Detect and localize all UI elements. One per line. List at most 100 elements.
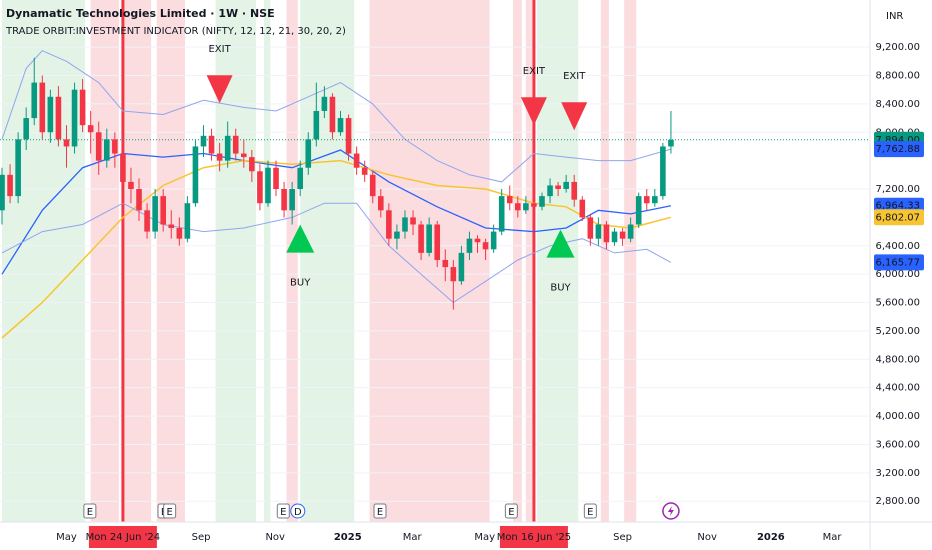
price-label: 6,165.77: [875, 257, 920, 268]
price-label: 6,964.33: [875, 201, 920, 212]
candle: [587, 213, 594, 246]
candle: [265, 160, 271, 207]
price-label: 7,762.88: [875, 144, 920, 155]
candle: [523, 196, 529, 214]
candle: [160, 189, 167, 232]
x-tick-label: May: [56, 532, 77, 543]
x-tick-label: 2026: [757, 532, 785, 543]
plot: EXITEXITEXITBUYBUYEEEEDEEE: [0, 0, 870, 522]
candle: [635, 192, 642, 229]
candle: [361, 160, 368, 182]
candle-body: [200, 135, 207, 147]
x-tick-label: 2025: [334, 532, 362, 543]
x-tick-label: Nov: [265, 532, 285, 543]
y-tick-label: 4,800.00: [875, 354, 920, 365]
candle: [402, 210, 408, 239]
candle-body: [482, 242, 489, 250]
candle-body: [345, 118, 352, 154]
candle-body: [103, 139, 110, 161]
y-tick-label: 5,600.00: [875, 298, 920, 309]
candle-body: [297, 167, 304, 190]
candle: [482, 238, 489, 260]
candle: [611, 228, 618, 246]
candle-body: [87, 125, 94, 133]
candle: [466, 231, 473, 260]
candle: [39, 75, 46, 140]
bolt: [667, 506, 674, 516]
x-tick-label: Sep: [192, 532, 211, 543]
signal-label: EXIT: [523, 66, 546, 77]
candle: [87, 110, 94, 154]
candle: [216, 142, 223, 172]
candle-body: [531, 203, 537, 207]
signal-label: BUY: [290, 278, 311, 289]
candle: [224, 121, 231, 168]
candle-body: [660, 146, 666, 197]
candle: [23, 107, 29, 150]
candle: [506, 185, 513, 211]
event-icon: [276, 503, 290, 519]
candle: [603, 220, 610, 250]
signal-band: [600, 0, 609, 522]
candle-body: [329, 96, 336, 133]
x-tick-label: Mon 16 Jun '25: [497, 532, 571, 543]
candle-body: [224, 135, 231, 161]
candle-body: [643, 196, 650, 204]
event-icon: [163, 503, 177, 519]
y-tick-label: 7,200.00: [875, 184, 920, 195]
candle-body: [289, 189, 295, 211]
candle: [240, 139, 247, 168]
candle-body: [418, 224, 424, 253]
signal-band: [286, 0, 298, 522]
candle: [563, 174, 569, 193]
candle-body: [160, 196, 167, 225]
candle-body: [313, 110, 320, 140]
candle-body: [249, 157, 255, 172]
price-label-bg: [874, 209, 924, 226]
candle-body: [79, 89, 86, 126]
candle-body: [120, 153, 126, 182]
event-icon: [290, 503, 306, 519]
candle: [152, 189, 158, 239]
currency: INR: [886, 11, 903, 22]
candle: [353, 146, 360, 175]
buy-signal: [546, 229, 575, 258]
candle-body: [394, 231, 400, 239]
signal-band: [537, 0, 579, 522]
candle-body: [136, 189, 142, 211]
candle: [136, 178, 142, 221]
candle: [257, 164, 263, 211]
candle: [394, 224, 400, 250]
signal-band: [624, 0, 637, 522]
candle: [79, 79, 86, 133]
candle-body: [184, 203, 191, 239]
candle: [63, 125, 70, 168]
candle-body: [434, 224, 441, 260]
y-tick-label: 4,400.00: [875, 383, 920, 394]
candle: [208, 128, 215, 161]
indicator-line: [1, 159, 672, 339]
chart-title: Dynamatic Technologies Limited · 1W · NS…: [6, 7, 275, 20]
y-tick-label: 6,400.00: [875, 241, 920, 252]
event-icon: [373, 503, 387, 519]
candle-body: [112, 139, 118, 154]
y-tick-label: 3,600.00: [875, 439, 920, 450]
candle: [337, 110, 344, 136]
candle-body: [466, 238, 473, 253]
candle: [47, 89, 54, 143]
candle: [386, 203, 392, 246]
signal-label: EXIT: [563, 71, 586, 82]
signal-band: [263, 0, 271, 522]
candle-body: [652, 196, 658, 204]
candle-body: [257, 171, 263, 204]
candle-body: [635, 196, 642, 225]
candle-body: [176, 228, 183, 239]
candle-body: [603, 224, 610, 243]
candle-body: [55, 96, 62, 140]
candle-body: [353, 153, 360, 168]
candle: [426, 217, 432, 257]
candle: [249, 149, 255, 182]
candle-body: [240, 153, 247, 158]
